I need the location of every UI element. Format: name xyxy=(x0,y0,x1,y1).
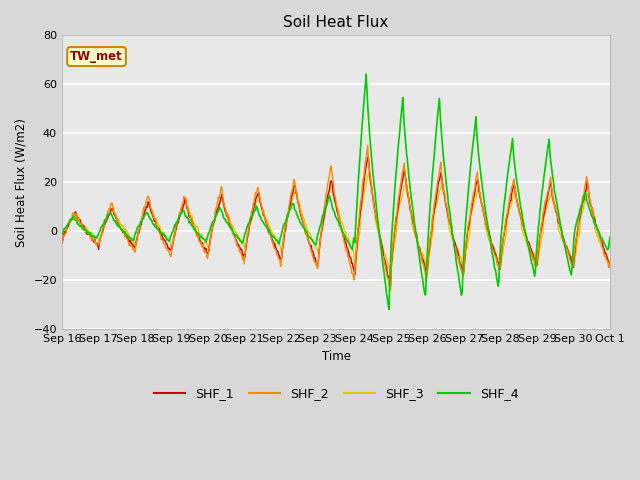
Line: SHF_1: SHF_1 xyxy=(62,157,610,287)
Line: SHF_4: SHF_4 xyxy=(62,74,610,310)
SHF_4 xyxy=(385,307,393,312)
SHF_4 xyxy=(420,287,428,293)
SHF_2 xyxy=(209,221,217,227)
SHF_4 xyxy=(362,72,370,77)
SHF_3 xyxy=(420,256,428,262)
SHF_3 xyxy=(124,230,132,236)
SHF_3 xyxy=(68,217,76,223)
SHF_3 xyxy=(404,195,412,201)
SHF_1 xyxy=(180,202,188,207)
SHF_4 xyxy=(180,208,188,214)
SHF_3 xyxy=(606,261,614,266)
X-axis label: Time: Time xyxy=(321,350,351,363)
SHF_2 xyxy=(364,142,371,148)
SHF_1 xyxy=(124,237,132,242)
Line: SHF_3: SHF_3 xyxy=(62,173,610,275)
SHF_1 xyxy=(404,193,412,199)
SHF_3 xyxy=(209,225,217,230)
Legend: SHF_1, SHF_2, SHF_3, SHF_4: SHF_1, SHF_2, SHF_3, SHF_4 xyxy=(148,383,524,406)
SHF_1 xyxy=(420,261,428,266)
SHF_2 xyxy=(180,193,188,199)
SHF_2 xyxy=(124,239,132,244)
SHF_2 xyxy=(387,288,394,293)
SHF_2 xyxy=(58,240,66,246)
SHF_4 xyxy=(58,231,66,237)
Line: SHF_2: SHF_2 xyxy=(62,145,610,290)
SHF_4 xyxy=(404,165,412,170)
SHF_3 xyxy=(58,236,66,242)
SHF_2 xyxy=(68,217,76,223)
SHF_1 xyxy=(365,155,372,160)
SHF_4 xyxy=(209,218,217,224)
SHF_4 xyxy=(124,233,132,239)
SHF_1 xyxy=(606,264,614,269)
SHF_1 xyxy=(58,240,66,246)
SHF_1 xyxy=(209,222,217,228)
SHF_3 xyxy=(365,170,373,176)
SHF_2 xyxy=(420,264,428,270)
SHF_4 xyxy=(68,217,76,223)
SHF_2 xyxy=(404,190,412,196)
SHF_2 xyxy=(606,257,614,263)
Text: TW_met: TW_met xyxy=(70,50,123,63)
SHF_4 xyxy=(606,234,614,240)
SHF_3 xyxy=(180,202,188,207)
SHF_3 xyxy=(351,272,358,277)
SHF_1 xyxy=(387,284,394,289)
Title: Soil Heat Flux: Soil Heat Flux xyxy=(284,15,388,30)
SHF_1 xyxy=(68,216,76,221)
Y-axis label: Soil Heat Flux (W/m2): Soil Heat Flux (W/m2) xyxy=(15,118,28,247)
